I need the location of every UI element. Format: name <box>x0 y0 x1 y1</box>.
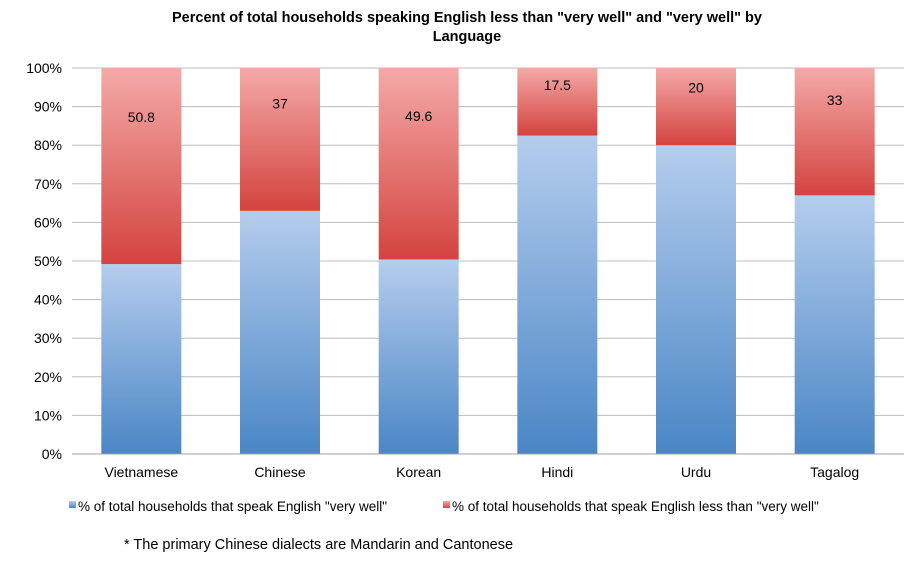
x-category-label: Chinese <box>254 464 306 480</box>
bar-less-than-very-well-urdu <box>656 68 736 146</box>
x-category-label: Tagalog <box>810 464 859 480</box>
y-tick-label: 100% <box>26 60 62 76</box>
legend-swatch-less-than-very-well <box>443 501 450 508</box>
bar-very-well-hindi <box>517 135 598 455</box>
y-tick-label: 0% <box>42 446 62 462</box>
y-tick-label: 50% <box>34 253 62 269</box>
chart: Percent of total households speaking Eng… <box>26 10 904 514</box>
y-tick-label: 20% <box>34 369 62 385</box>
x-category-label: Hindi <box>541 464 573 480</box>
bar-less-than-very-well-chinese <box>240 68 320 211</box>
data-label-urdu: 20 <box>688 79 704 95</box>
bar-very-well-korean <box>378 259 459 454</box>
y-tick-label: 70% <box>34 176 62 192</box>
y-tick-label: 80% <box>34 137 62 153</box>
legend-label-very-well: % of total households that speak English… <box>78 499 387 514</box>
legend: % of total households that speak English… <box>69 499 819 514</box>
bar-very-well-vietnamese <box>101 264 182 454</box>
bar-very-well-tagalog <box>794 195 875 454</box>
chart-title-line-2: Language <box>433 29 501 45</box>
y-tick-label: 90% <box>34 99 62 115</box>
x-category-label: Urdu <box>681 464 711 480</box>
bar-very-well-urdu <box>656 145 736 454</box>
legend-swatch-very-well <box>69 501 76 508</box>
data-label-vietnamese: 50.8 <box>128 109 155 125</box>
y-tick-label: 60% <box>34 214 62 230</box>
data-label-chinese: 37 <box>272 96 288 112</box>
gridlines <box>72 67 904 416</box>
x-axis-categories: Vietnamese Chinese Korean Hindi Urdu Tagalog <box>104 464 859 480</box>
y-tick-label: 10% <box>34 407 62 423</box>
data-label-hindi: 17.5 <box>544 77 571 93</box>
data-label-korean: 49.6 <box>405 108 432 124</box>
chart-title-line-1: Percent of total households speaking Eng… <box>172 10 762 26</box>
bar-less-than-very-well-tagalog <box>794 68 875 196</box>
bars <box>101 68 875 455</box>
data-labels: 50.8 37 49.6 17.5 20 33 <box>128 77 843 125</box>
y-axis-ticks: 0% 10% 20% 30% 40% 50% 60% 70% 80% 90% 100% <box>26 60 62 462</box>
bar-less-than-very-well-hindi <box>517 68 598 136</box>
legend-label-less-than-very-well: % of total households that speak English… <box>452 499 819 514</box>
bar-less-than-very-well-vietnamese <box>101 68 182 265</box>
bar-less-than-very-well-korean <box>378 68 459 260</box>
bar-very-well-chinese <box>240 210 320 454</box>
data-label-tagalog: 33 <box>827 92 843 108</box>
y-tick-label: 40% <box>34 292 62 308</box>
x-category-label: Korean <box>396 464 441 480</box>
x-category-label: Vietnamese <box>104 464 178 480</box>
footnote: * The primary Chinese dialects are Manda… <box>124 537 514 553</box>
y-tick-label: 30% <box>34 330 62 346</box>
